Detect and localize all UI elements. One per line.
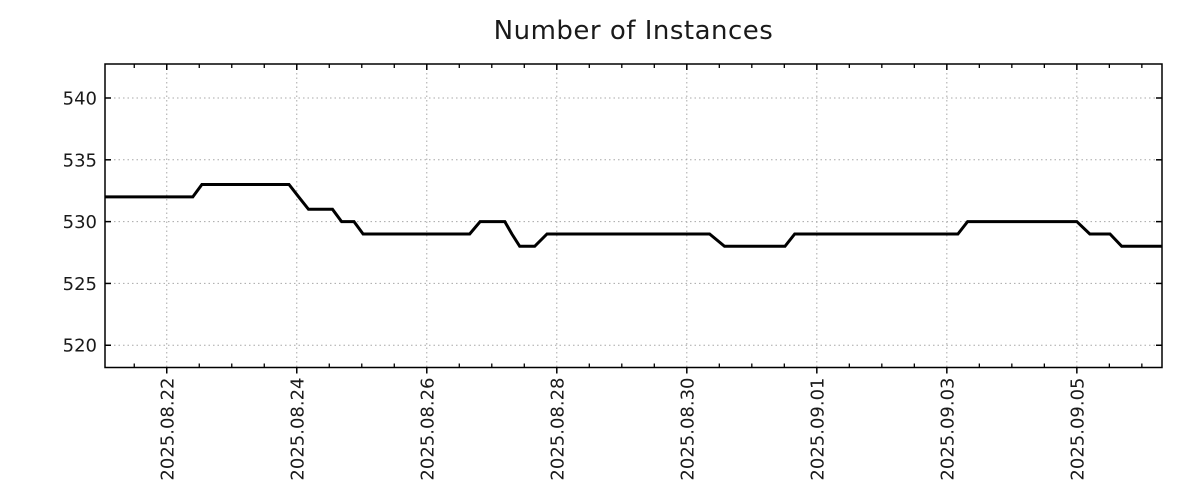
chart-title: Number of Instances xyxy=(493,16,774,46)
x-tick-label: 2025.08.28 xyxy=(547,378,568,481)
y-tick-label: 520 xyxy=(63,336,97,357)
y-tick-label: 525 xyxy=(63,274,97,295)
y-tick-label: 535 xyxy=(63,150,97,171)
y-tick-label: 540 xyxy=(63,88,97,109)
x-tick-label: 2025.09.01 xyxy=(807,378,828,481)
x-tick-label: 2025.08.26 xyxy=(417,378,438,481)
x-tick-label: 2025.08.22 xyxy=(157,378,178,481)
x-tick-label: 2025.08.30 xyxy=(677,378,698,481)
y-tick-label: 530 xyxy=(63,212,97,233)
x-tick-label: 2025.08.24 xyxy=(287,378,308,481)
x-tick-label: 2025.09.03 xyxy=(937,378,958,481)
x-tick-label: 2025.09.05 xyxy=(1067,378,1088,481)
plot-border xyxy=(104,63,1163,369)
data-series-line xyxy=(105,183,1162,248)
